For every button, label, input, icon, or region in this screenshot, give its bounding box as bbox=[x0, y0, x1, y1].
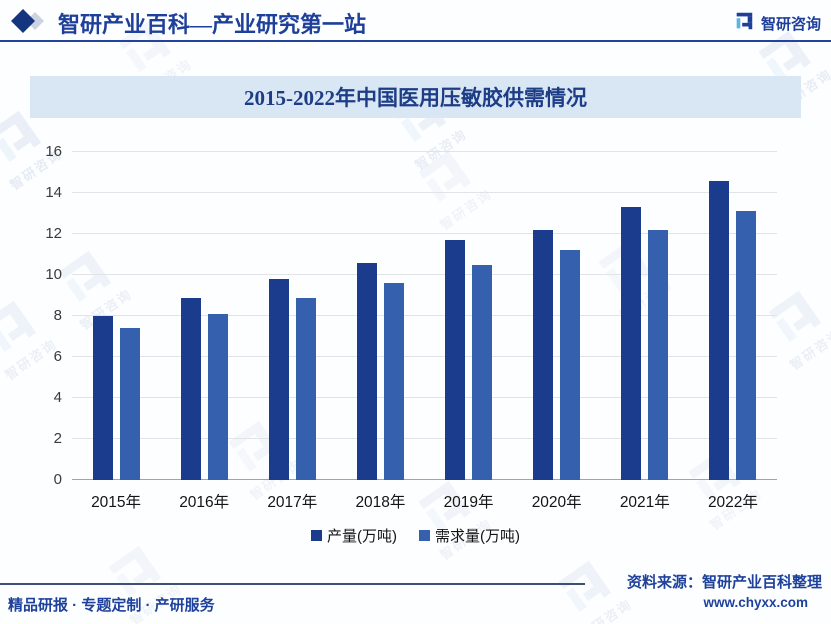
source-text: 资料来源：智研产业百科整理 bbox=[626, 574, 822, 591]
bar-需求量(万吨)-2018年 bbox=[383, 283, 404, 480]
y-axis-tick-label: 8 bbox=[53, 307, 62, 324]
x-axis-line bbox=[72, 479, 777, 480]
bar-需求量(万吨)-2016年 bbox=[207, 313, 228, 480]
chart-title: 2015-2022年中国医用压敏胶供需情况 bbox=[244, 86, 587, 110]
y-axis-tick-label: 14 bbox=[45, 184, 62, 201]
y-axis-tick-label: 4 bbox=[53, 389, 62, 406]
bar-group-2016年 bbox=[160, 152, 248, 480]
gridline bbox=[72, 315, 777, 316]
footer-divider bbox=[0, 583, 585, 585]
x-axis-labels: 2015年 2016年 2017年 2018年 2019年 2020年 2021年 2022年 bbox=[72, 490, 777, 512]
bar-产量(万吨)-2015年 bbox=[92, 316, 113, 480]
legend-label: 产量(万吨) bbox=[327, 528, 397, 545]
zhiyan-logo-icon bbox=[733, 10, 755, 37]
plot-area bbox=[72, 151, 777, 480]
x-axis-tick-label: 2018年 bbox=[355, 494, 406, 511]
bar-产量(万吨)-2018年 bbox=[356, 262, 377, 480]
bar-group-2018年 bbox=[336, 152, 424, 480]
company-logo: 智研咨询 bbox=[733, 10, 821, 37]
gridline bbox=[72, 192, 777, 193]
y-axis-tick-label: 2 bbox=[53, 430, 62, 447]
gridline bbox=[72, 151, 777, 152]
gridline bbox=[72, 274, 777, 275]
bar-产量(万吨)-2022年 bbox=[709, 180, 730, 480]
x-axis-tick-label: 2021年 bbox=[619, 494, 670, 511]
bar-group-2020年 bbox=[513, 152, 601, 480]
diamond-logo-icon bbox=[10, 7, 50, 40]
footer-services: 精品研报 · 专题定制 · 产研服务 bbox=[8, 597, 215, 614]
gridline bbox=[72, 397, 777, 398]
company-logo-text: 智研咨询 bbox=[760, 15, 821, 33]
x-axis-tick-label: 2017年 bbox=[267, 494, 318, 511]
source-url: www.chyxx.com bbox=[703, 595, 808, 610]
bar-group-2019年 bbox=[425, 152, 513, 480]
bar-需求量(万吨)-2020年 bbox=[560, 250, 581, 480]
x-axis-tick-label: 2022年 bbox=[707, 494, 758, 511]
bar-需求量(万吨)-2015年 bbox=[119, 328, 140, 480]
chart-title-band: 2015-2022年中国医用压敏胶供需情况 bbox=[30, 76, 801, 118]
header: 智研产业百科—产业研究第一站 智研咨询 bbox=[0, 0, 831, 42]
brand: 智研产业百科—产业研究第一站 bbox=[10, 7, 366, 40]
y-axis-tick-label: 16 bbox=[45, 143, 62, 160]
bar-产量(万吨)-2017年 bbox=[268, 279, 289, 480]
legend-label: 需求量(万吨) bbox=[435, 528, 520, 545]
x-axis-tick-label: 2016年 bbox=[179, 494, 230, 511]
y-axis-tick-label: 12 bbox=[45, 225, 62, 242]
y-axis-tick-label: 0 bbox=[53, 471, 62, 488]
watermark: 智研咨询 bbox=[544, 549, 635, 624]
y-axis-labels: 0 2 4 6 8 10 12 14 16 bbox=[0, 143, 62, 488]
bar-需求量(万吨)-2019年 bbox=[472, 264, 493, 480]
bar-产量(万吨)-2016年 bbox=[180, 297, 201, 480]
bar-产量(万吨)-2021年 bbox=[621, 207, 642, 480]
bar-需求量(万吨)-2017年 bbox=[295, 297, 316, 480]
y-axis-tick-label: 6 bbox=[53, 348, 62, 365]
bar-group-2021年 bbox=[601, 152, 689, 480]
bar-group-2015年 bbox=[72, 152, 160, 480]
x-axis-tick-label: 2020年 bbox=[531, 494, 582, 511]
footer-source: 资料来源：智研产业百科整理 www.chyxx.com bbox=[627, 571, 822, 610]
legend-item: 需求量(万吨) bbox=[419, 525, 520, 546]
gridline bbox=[72, 438, 777, 439]
bar-chart: 0 2 4 6 8 10 12 14 16 2015年 2016年 2017年 2018年 2019年 2… bbox=[0, 130, 831, 550]
legend: 产量(万吨) 需求量(万吨) bbox=[0, 525, 831, 546]
bar-需求量(万吨)-2021年 bbox=[648, 229, 669, 480]
bar-需求量(万吨)-2022年 bbox=[736, 211, 757, 480]
y-axis-tick-label: 10 bbox=[45, 266, 62, 283]
bar-产量(万吨)-2020年 bbox=[533, 229, 554, 480]
gridline bbox=[72, 233, 777, 234]
bar-group-2017年 bbox=[248, 152, 336, 480]
gridline bbox=[72, 356, 777, 357]
legend-swatch-icon bbox=[311, 530, 322, 541]
bar-产量(万吨)-2019年 bbox=[445, 240, 466, 480]
legend-swatch-icon bbox=[419, 530, 430, 541]
brand-title: 智研产业百科—产业研究第一站 bbox=[58, 12, 367, 37]
bar-group-2022年 bbox=[689, 152, 777, 480]
x-axis-tick-label: 2019年 bbox=[443, 494, 494, 511]
x-axis-tick-label: 2015年 bbox=[91, 494, 142, 511]
legend-item: 产量(万吨) bbox=[311, 525, 397, 546]
